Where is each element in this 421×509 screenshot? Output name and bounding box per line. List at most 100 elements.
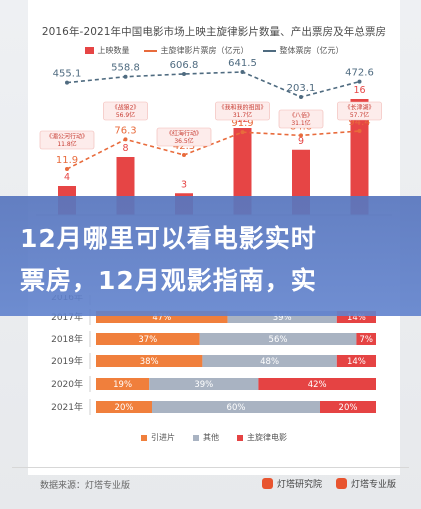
- legend-item-theme: 主旋律电影: [237, 432, 287, 443]
- segment-label-引进片-2019年: 38%: [140, 357, 159, 367]
- annotation-box-2016: [39, 130, 95, 150]
- label-total-2017: 558.8: [111, 63, 140, 74]
- row-label-2020年: 2020年: [51, 378, 83, 390]
- bar-label-2017: 8: [122, 143, 128, 154]
- segment-label-引进片-2020年: 19%: [113, 380, 132, 390]
- headline-line-1: 12月哪里可以看电影实时: [20, 224, 317, 253]
- lighthouse-icon: [262, 478, 273, 489]
- segment-label-引进片-2018年: 37%: [138, 335, 157, 345]
- annotation-value-2016: 11.8亿: [57, 140, 76, 148]
- point-theme-2019: [240, 130, 245, 135]
- point-theme-2020: [299, 133, 303, 138]
- segment-label-引进片-2017年: 47%: [152, 313, 171, 323]
- headline-banner: [0, 196, 421, 316]
- legend-swatch-other: [193, 434, 199, 441]
- segment-主旋律电影-2018年: [356, 333, 376, 345]
- legend-item-count: 上映数量: [84, 45, 130, 56]
- annotation-value-2018: 36.5亿: [174, 137, 193, 145]
- label-total-2016: 455.1: [53, 69, 82, 80]
- legend-swatch-theme-film: [237, 434, 243, 441]
- segment-label-主旋律电影-2017年: 14%: [347, 313, 366, 323]
- label-theme-2016: 11.9: [56, 155, 78, 166]
- segment-其他-2018年: [199, 333, 357, 345]
- bar-label-2021: 16: [353, 85, 365, 96]
- annotation-box-2017: [103, 101, 148, 121]
- segment-主旋律电影-2021年: [320, 401, 376, 413]
- label-total-2019: 641.5: [228, 58, 257, 69]
- segment-label-引进片-2021年: 20%: [115, 403, 134, 413]
- segment-label-其他-2019年: 48%: [260, 357, 279, 367]
- headline-line-2: 票房，12月观影指南，实: [20, 266, 317, 295]
- chart-title: 2016年-2021年中国电影市场上映主旋律影片数量、产出票房及年总票房: [41, 26, 387, 38]
- annotation-title-2018: 《红海行动》: [166, 130, 202, 138]
- bar-label-2018: 3: [181, 179, 187, 190]
- point-theme-2016: [65, 167, 69, 171]
- point-theme-2018: [182, 152, 186, 157]
- point-total-2019: [240, 70, 245, 74]
- point-theme-2017: [123, 137, 128, 142]
- segment-引进片-2020年: [96, 378, 150, 390]
- bar-count-2019: [233, 128, 252, 215]
- data-source: 数据来源：灯塔专业版: [40, 481, 131, 491]
- segment-引进片-2021年: [96, 401, 152, 413]
- segment-主旋律电影-2020年: [258, 378, 376, 390]
- point-total-2018: [182, 71, 186, 76]
- logo-research: 灯塔研究院: [262, 477, 322, 490]
- annotation-value-2017: 56.9亿: [116, 111, 135, 119]
- stacked-bar-chart: 2016年2017年47%39%14%2018年37%56%7%2019年38%…: [51, 295, 376, 415]
- row-label-2019年: 2019年: [51, 355, 83, 367]
- point-total-2020: [299, 95, 303, 99]
- row-label-2018年: 2018年: [51, 333, 83, 345]
- annotation-box-2019: [215, 101, 270, 121]
- legend-swatch-theme: [143, 49, 157, 52]
- legend-item-other: 其他: [193, 432, 219, 443]
- annotation-title-2017: 《战狼2》: [112, 104, 140, 112]
- segment-引进片-2018年: [96, 333, 200, 345]
- annotation-value-2020: 31.1亿: [291, 119, 310, 127]
- headline-title[interactable]: 12月哪里可以看电影实时 票房，12月观影指南，实: [20, 218, 421, 302]
- footer-divider: [12, 467, 409, 468]
- label-theme-2017: 76.3: [114, 125, 136, 136]
- annotation-box-2020: [278, 109, 324, 129]
- point-total-2021: [357, 79, 362, 84]
- legend-swatch-imported: [141, 434, 147, 441]
- logo-pro: 灯塔专业版: [336, 477, 396, 490]
- bar-label-2016: 4: [64, 172, 70, 183]
- point-total-2017: [123, 74, 128, 79]
- label-total-2020: 203.1: [287, 83, 316, 94]
- row-label-2021年: 2021年: [51, 401, 83, 413]
- label-theme-2018: 42.3: [173, 141, 195, 152]
- legend-item-total-boxoffice: 整体票房（亿元）: [262, 45, 344, 56]
- segment-label-主旋律电影-2021年: 20%: [339, 403, 358, 413]
- segment-主旋律电影-2019年: [336, 355, 376, 367]
- label-total-2021: 472.6: [345, 68, 374, 79]
- segment-label-主旋律电影-2019年: 14%: [347, 357, 366, 367]
- legend-item-imported: 引进片: [141, 432, 175, 443]
- segment-其他-2019年: [202, 355, 337, 367]
- legend-swatch-count: [84, 47, 94, 54]
- segment-引进片-2019年: [96, 355, 203, 367]
- annotation-title-2019: 《我和我的祖国》: [218, 104, 266, 112]
- segment-label-其他-2017年: 39%: [273, 313, 292, 323]
- legend-item-theme-boxoffice: 主旋律影片票房（亿元）: [143, 45, 249, 56]
- label-theme-2019: 91.9: [231, 118, 253, 129]
- annotation-value-2019: 31.7亿: [233, 111, 252, 119]
- segment-label-主旋律电影-2020年: 42%: [308, 380, 327, 390]
- segment-label-其他-2018年: 56%: [269, 335, 288, 345]
- lighthouse-pro-icon: [336, 478, 347, 489]
- bar-count-2021: [350, 99, 369, 215]
- bar-label-2020: 9: [298, 136, 304, 147]
- annotation-box-2018: [156, 127, 212, 147]
- label-theme-2021: 94.4: [348, 117, 370, 128]
- ratio-legend: 引进片 其他 主旋律电影: [28, 432, 400, 443]
- line-total-boxoffice: [66, 71, 360, 98]
- point-theme-2021: [357, 129, 362, 133]
- segment-label-其他-2021年: 60%: [227, 403, 246, 413]
- label-total-2018: 606.8: [170, 60, 199, 71]
- annotation-title-2021: 《长津湖》: [344, 104, 374, 112]
- annotation-title-2016: 《湄公河行动》: [46, 133, 88, 141]
- line-theme-boxoffice: [66, 130, 360, 170]
- annotation-value-2021: 57.7亿: [350, 111, 369, 119]
- legend-swatch-total: [262, 49, 276, 52]
